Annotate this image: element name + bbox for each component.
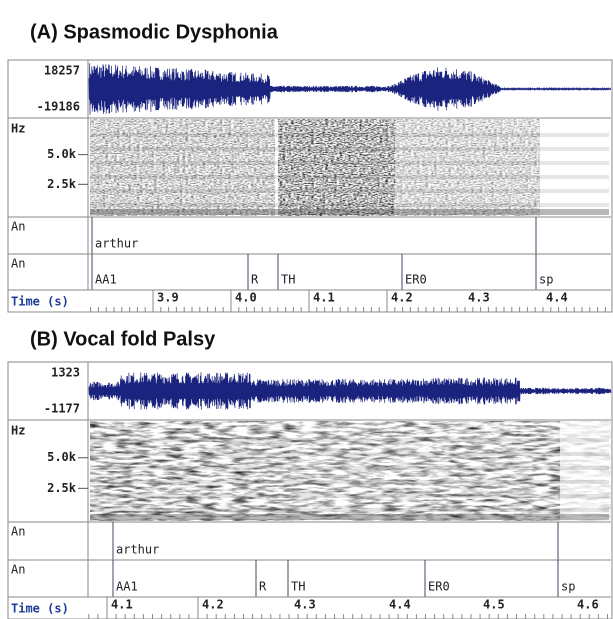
spectrogram-unit: Hz [11,122,25,136]
spectrogram-texture [90,421,290,521]
interval-label: TH [281,273,295,287]
formant-band [90,480,609,484]
spectrogram-texture [560,421,611,521]
spectrogram-texture [395,119,540,216]
spectrogram-base [90,514,609,520]
waveform-min: -1177 [44,402,80,416]
waveform-max: 18257 [44,64,80,78]
interval-label: R [251,273,259,287]
spectrogram-texture [90,119,275,216]
formant-band [90,508,609,512]
interval-label: ER0 [405,273,427,287]
time-tick-label: 4.5 [483,598,505,612]
panel-title: (B) Vocal fold Palsy [30,328,216,350]
formant-band [90,189,609,193]
tier-name: An [11,220,25,234]
spectrogram-unit: Hz [11,424,25,438]
interval-label: sp [561,580,575,594]
frequency-label: 2.5k [47,177,77,191]
interval-label: AA1 [116,580,138,594]
interval-label: arthur [95,237,138,251]
panel-frame [7,59,613,313]
formant-band [90,466,609,470]
time-tick-label: 4.2 [391,291,413,305]
time-axis-label: Time (s) [11,295,69,309]
time-tick-label: 4.0 [235,291,257,305]
time-tick-label: 3.9 [157,291,179,305]
time-tick-label: 4.4 [546,291,568,305]
time-tick-label: 4.2 [202,598,224,612]
spectrogram-texture [278,119,395,216]
tier-name: An [11,563,25,577]
panel-title: (A) Spasmodic Dysphonia [30,21,279,43]
panel-frame [7,361,613,619]
frequency-label: 2.5k [47,481,77,495]
time-tick-label: 4.6 [577,598,599,612]
interval-label: AA1 [95,273,117,287]
tier-name: An [11,525,25,539]
formant-band [90,147,609,151]
formant-band [90,452,609,456]
time-tick-label: 4.3 [468,291,490,305]
interval-label: sp [539,273,553,287]
waveform-max: 1323 [51,366,80,380]
interval-label: R [259,580,267,594]
formant-band [90,133,609,137]
formant-band [90,175,609,179]
formant-band [90,203,609,207]
waveform [88,372,612,410]
interval-label: TH [291,580,305,594]
waveform-min: -19186 [37,100,80,114]
interval-label: ER0 [428,580,450,594]
formant-band [90,494,609,498]
formant-band [90,161,609,165]
time-tick-label: 4.1 [313,291,335,305]
time-tick-label: 4.3 [294,598,316,612]
tier-name: An [11,257,25,271]
interval-label: arthur [116,543,159,557]
time-tick-label: 4.4 [389,598,411,612]
formant-band [90,438,609,442]
frequency-label: 5.0k [47,450,77,464]
time-axis-label: Time (s) [11,602,69,616]
time-tick-label: 4.1 [111,598,133,612]
spectrogram-base [90,209,609,215]
waveform [88,63,612,115]
spectrogram-texture [290,421,420,521]
spectrogram-texture [420,421,560,521]
frequency-label: 5.0k [47,147,77,161]
